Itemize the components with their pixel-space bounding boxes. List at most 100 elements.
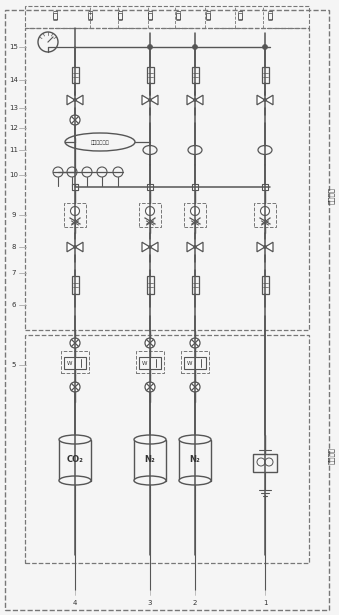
Bar	[25, 6, 309, 28]
Text: 安: 安	[176, 12, 180, 22]
Bar	[25, 335, 309, 563]
Text: 调: 调	[205, 12, 211, 22]
Circle shape	[71, 207, 80, 215]
Circle shape	[190, 382, 200, 392]
Text: 14: 14	[9, 77, 18, 83]
Text: 13: 13	[9, 105, 19, 111]
Ellipse shape	[179, 435, 211, 444]
Ellipse shape	[59, 476, 91, 485]
Polygon shape	[67, 242, 75, 252]
Text: 气源系统: 气源系统	[328, 446, 334, 464]
Bar	[25, 28, 309, 330]
Text: 产生器控制器: 产生器控制器	[91, 140, 109, 145]
Text: 放: 放	[238, 12, 242, 22]
Text: N₂: N₂	[145, 456, 155, 464]
Ellipse shape	[258, 146, 272, 154]
Text: 氮: 氮	[87, 12, 93, 20]
Bar	[72, 276, 79, 294]
Polygon shape	[142, 95, 150, 105]
Bar	[147, 184, 153, 190]
Text: 气: 气	[147, 12, 153, 22]
Bar	[139, 357, 161, 369]
Bar	[181, 351, 209, 373]
Bar	[254, 203, 276, 227]
Bar	[61, 351, 89, 373]
Text: 4: 4	[73, 600, 77, 606]
Text: 1: 1	[263, 600, 267, 606]
Polygon shape	[150, 242, 158, 252]
Text: 氮: 氮	[87, 12, 93, 22]
Bar	[184, 203, 206, 227]
Circle shape	[145, 338, 155, 348]
Text: 7: 7	[12, 270, 16, 276]
Bar	[261, 276, 268, 294]
Text: 10: 10	[9, 172, 19, 178]
Ellipse shape	[65, 133, 135, 151]
Text: N₂: N₂	[190, 456, 200, 464]
Ellipse shape	[188, 146, 202, 154]
Circle shape	[194, 245, 197, 248]
Text: 碳: 碳	[53, 12, 58, 22]
Ellipse shape	[134, 476, 166, 485]
Text: 5: 5	[12, 362, 16, 368]
Circle shape	[148, 245, 152, 248]
Circle shape	[145, 382, 155, 392]
Circle shape	[263, 245, 266, 248]
Bar	[134, 440, 166, 480]
Text: 调: 调	[205, 12, 211, 20]
Circle shape	[67, 167, 77, 177]
Text: 9: 9	[12, 212, 16, 218]
Circle shape	[82, 167, 92, 177]
Text: W: W	[142, 360, 147, 365]
Circle shape	[145, 207, 155, 215]
Bar	[139, 203, 161, 227]
Text: W: W	[187, 360, 192, 365]
Bar	[179, 440, 211, 480]
Polygon shape	[187, 242, 195, 252]
Text: 服: 服	[117, 12, 123, 20]
Circle shape	[74, 245, 77, 248]
Text: W: W	[67, 360, 72, 365]
Text: 11: 11	[9, 147, 19, 153]
Circle shape	[53, 167, 63, 177]
Circle shape	[97, 167, 107, 177]
Circle shape	[262, 44, 267, 49]
Polygon shape	[142, 242, 150, 252]
Bar	[64, 357, 86, 369]
Circle shape	[147, 44, 153, 49]
Text: 2: 2	[193, 600, 197, 606]
Bar	[136, 351, 164, 373]
Text: 服: 服	[118, 12, 122, 22]
Bar	[64, 203, 86, 227]
Bar	[146, 276, 154, 294]
Bar	[253, 454, 277, 472]
Text: 15: 15	[9, 44, 18, 50]
Text: 6: 6	[12, 302, 16, 308]
Bar	[72, 184, 78, 190]
Circle shape	[265, 458, 273, 466]
Ellipse shape	[143, 146, 157, 154]
Text: 3: 3	[148, 600, 152, 606]
Text: 气: 气	[147, 12, 153, 20]
Polygon shape	[265, 95, 273, 105]
Polygon shape	[75, 95, 83, 105]
Text: CO₂: CO₂	[66, 456, 83, 464]
Circle shape	[70, 382, 80, 392]
Circle shape	[263, 98, 266, 101]
Polygon shape	[195, 242, 203, 252]
Bar	[192, 67, 199, 83]
Circle shape	[113, 167, 123, 177]
Bar	[146, 67, 154, 83]
Text: 配气系统: 配气系统	[328, 186, 334, 204]
Bar	[192, 276, 199, 294]
Text: 8: 8	[12, 244, 16, 250]
Ellipse shape	[179, 476, 211, 485]
Circle shape	[194, 98, 197, 101]
Bar	[184, 357, 206, 369]
Polygon shape	[150, 95, 158, 105]
Circle shape	[191, 207, 199, 215]
Circle shape	[38, 32, 58, 52]
Polygon shape	[257, 95, 265, 105]
Polygon shape	[265, 242, 273, 252]
Polygon shape	[195, 95, 203, 105]
